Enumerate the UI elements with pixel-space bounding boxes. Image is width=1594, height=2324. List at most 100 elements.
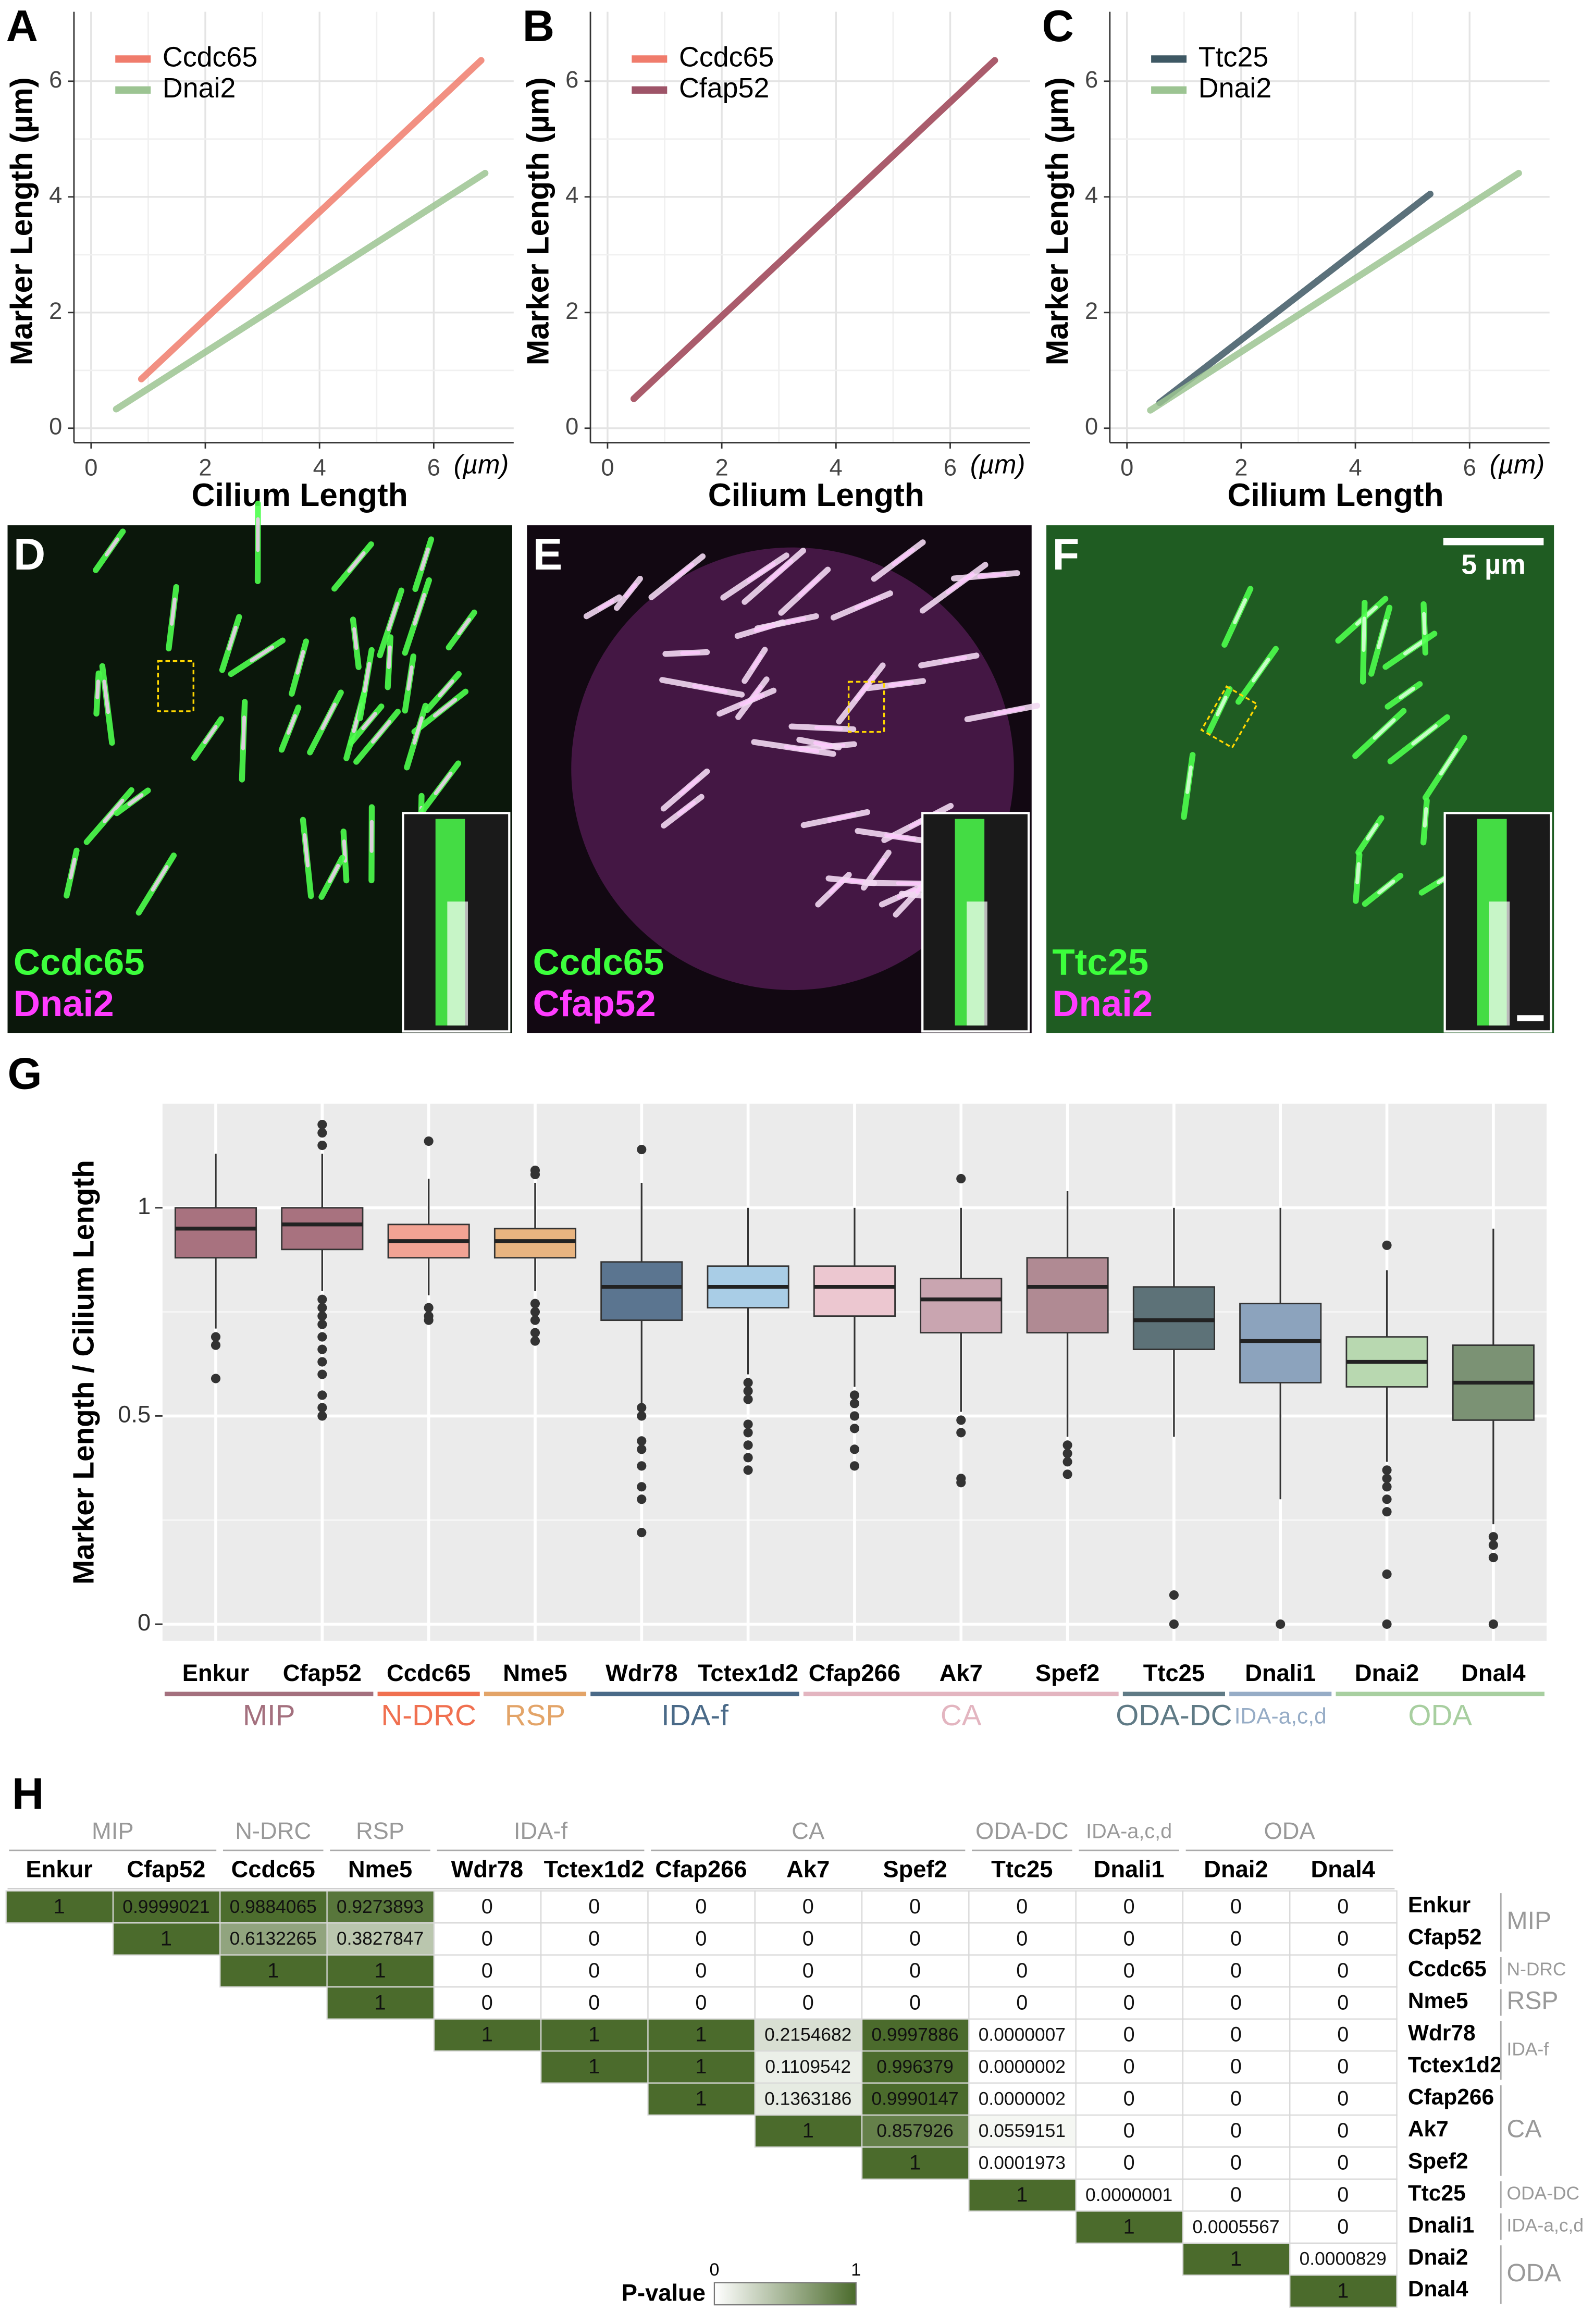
cell-value: 0.996379	[876, 2057, 954, 2077]
cell	[1075, 2114, 1184, 2148]
outlier	[849, 1390, 859, 1400]
cell-value: 0	[1337, 2119, 1349, 2142]
outlier	[424, 1315, 434, 1325]
cell-value: 0.0000002	[979, 2057, 1066, 2077]
cilium-signal-overlay	[784, 745, 820, 753]
cell	[1182, 2018, 1291, 2052]
x-tick-label: 6	[1463, 454, 1476, 480]
column-header: Dnai2	[1204, 1856, 1268, 1883]
cilium-signal-overlay	[746, 562, 776, 583]
row-group-label: IDA-a,c,d	[1507, 2215, 1584, 2235]
cilium-signal-overlay	[1365, 823, 1379, 841]
cilium-signal-overlay	[412, 716, 424, 745]
cell-value: 0	[1123, 2152, 1135, 2174]
cell	[968, 2114, 1077, 2148]
row-header: Cfap266	[1408, 2085, 1494, 2109]
cilium-signal-overlay	[68, 858, 77, 880]
outlier	[956, 1478, 966, 1488]
cilium-signal-overlay	[892, 548, 915, 566]
cilium-signal-overlay	[977, 572, 1007, 578]
cell-value: 1	[1016, 2183, 1028, 2206]
cell	[1075, 2018, 1184, 2052]
outlier	[317, 1369, 327, 1379]
outlier	[637, 1461, 647, 1471]
cell-value: 0.2154682	[764, 2025, 851, 2045]
cell	[433, 1922, 542, 1956]
cell	[1182, 1890, 1291, 1924]
row-header: Ak7	[1408, 2117, 1449, 2141]
outlier	[1276, 1619, 1286, 1629]
x-tick-label: 0	[601, 454, 614, 480]
cell	[1075, 2050, 1184, 2084]
cell	[1289, 2050, 1398, 2084]
y-tick-label: 4	[49, 182, 62, 208]
cell	[326, 1890, 435, 1924]
legend-min: 0	[709, 2260, 719, 2280]
y-axis-label: Marker Length (µm)	[520, 77, 555, 365]
legend-label: Ccdc65	[163, 41, 257, 72]
cell-value: 1	[695, 2055, 707, 2078]
cell-value: 0	[588, 1927, 600, 1950]
cell-value: 1	[588, 2055, 600, 2078]
cilium-signal-overlay	[1423, 807, 1428, 828]
fit-line	[1147, 169, 1522, 414]
y-tick-label: 6	[49, 66, 62, 93]
cell-value: 0	[1337, 1895, 1349, 1918]
y-tick-label: 1	[138, 1193, 151, 1219]
outlier	[1169, 1590, 1179, 1600]
cell	[754, 2018, 863, 2052]
cell-value: 0.3827847	[337, 1929, 424, 1949]
column-header: Tctex1d2	[544, 1856, 645, 1883]
cell-value: 0	[481, 1959, 493, 1982]
outlier	[956, 1173, 966, 1184]
cilium-signal-overlay	[814, 725, 843, 731]
column-header: Cfap266	[655, 1856, 747, 1883]
cell	[1075, 2210, 1184, 2244]
cell-value: 1	[695, 2023, 707, 2046]
legend-label: Dnai2	[163, 72, 236, 104]
cilium-signal-overlay	[95, 679, 100, 700]
cell-value: 0	[1123, 2023, 1135, 2046]
cell-value: 0	[1123, 2087, 1135, 2110]
cell-value: 0.1109542	[765, 2057, 851, 2077]
legend-gradient	[713, 2282, 857, 2306]
cilium-signal-overlay	[1355, 862, 1361, 885]
outlier	[743, 1428, 753, 1438]
fit-line	[1156, 190, 1434, 406]
cell	[1075, 1922, 1184, 1956]
cell	[1182, 2146, 1291, 2180]
x-tick-label: Ak7	[940, 1660, 983, 1686]
outlier	[743, 1440, 753, 1450]
cilium-signal-overlay	[813, 741, 833, 748]
stain-label: Ttc25	[1052, 942, 1148, 983]
box	[1239, 1303, 1322, 1383]
y-tick-label: 0	[565, 413, 578, 440]
cell-value: 0.9999021	[122, 1897, 209, 1917]
cell	[1075, 2178, 1184, 2212]
x-tick-label: Cfap266	[809, 1660, 900, 1686]
panel-letter: G	[8, 1049, 42, 1099]
cell-value: 0	[1337, 2087, 1349, 2110]
outlier	[1382, 1619, 1392, 1629]
cell-value: 0.9884065	[230, 1897, 317, 1917]
cell-value: 1	[588, 2023, 600, 2046]
cell-value: 1	[1230, 2247, 1242, 2270]
outlier	[637, 1144, 647, 1155]
cell	[1075, 2146, 1184, 2180]
cilium-signal-overlay	[1251, 658, 1270, 683]
column-header: Enkur	[26, 1856, 92, 1883]
cell-value: 0	[481, 1895, 493, 1918]
cell-value: 0	[481, 1991, 493, 2014]
stain-label: Dnai2	[14, 983, 114, 1024]
outlier	[530, 1315, 540, 1325]
column-header: Wdr78	[451, 1856, 523, 1883]
cilium-signal-overlay	[1403, 638, 1427, 656]
legend-label: Ttc25	[1198, 41, 1269, 72]
stain-label: Ccdc65	[14, 942, 145, 983]
box	[920, 1278, 1003, 1334]
outlier	[530, 1307, 540, 1317]
y-axis-label: Marker Length (µm)	[1040, 77, 1074, 365]
cell-value: 0.9997886	[871, 2025, 958, 2045]
cell-value: 1	[695, 2087, 707, 2110]
x-tick-label: 4	[313, 454, 326, 480]
